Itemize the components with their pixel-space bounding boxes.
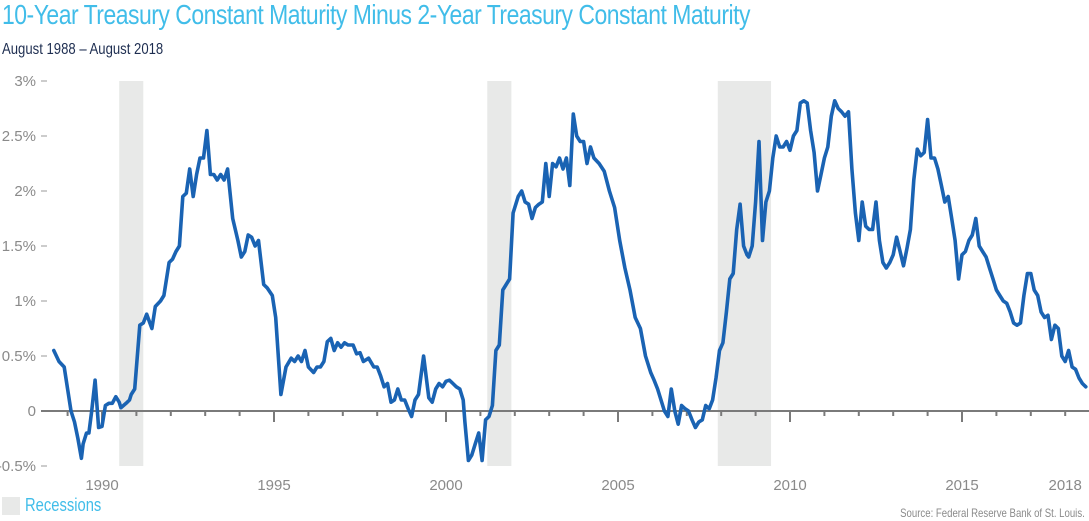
y-tick-label: 3% [14,73,36,90]
x-tick-label: 1990 [85,477,118,494]
recession-band [717,81,772,466]
y-axis: 3% 2.5% 2% 1.5% 1% 0.5% 0 -0.5% [0,73,47,475]
y-tick-label: 0.5% [2,348,36,365]
x-tick-label: 2005 [601,477,634,494]
y-tick-label: 2% [14,183,36,200]
y-tick-label: 2.5% [2,128,36,145]
x-tick-label: 2015 [945,477,978,494]
recession-bands [119,81,772,466]
x-tick-label: 2000 [429,477,462,494]
x-tick-label: 1995 [257,477,290,494]
legend: Recessions [2,495,118,516]
y-tick-label: -0.5% [0,458,36,475]
y-tick-label: 1.5% [2,238,36,255]
source-note: Source: Federal Reserve Bank of St. Loui… [900,506,1085,520]
x-tick-label: 2018 [1049,477,1082,494]
x-tick-label: 2010 [773,477,806,494]
spread-line [52,99,1088,463]
chart-title: 10-Year Treasury Constant Maturity Minus… [2,0,750,30]
chart-subtitle: August 1988 – August 2018 [2,41,164,58]
recession-band [119,81,144,466]
y-tick-label: 0 [28,403,36,420]
x-axis: 1990 1995 2000 2005 2010 2015 2018 [41,410,1089,494]
recession-swatch [2,496,20,515]
y-tick-label: 1% [14,293,36,310]
legend-label-recessions: Recessions [25,495,102,515]
